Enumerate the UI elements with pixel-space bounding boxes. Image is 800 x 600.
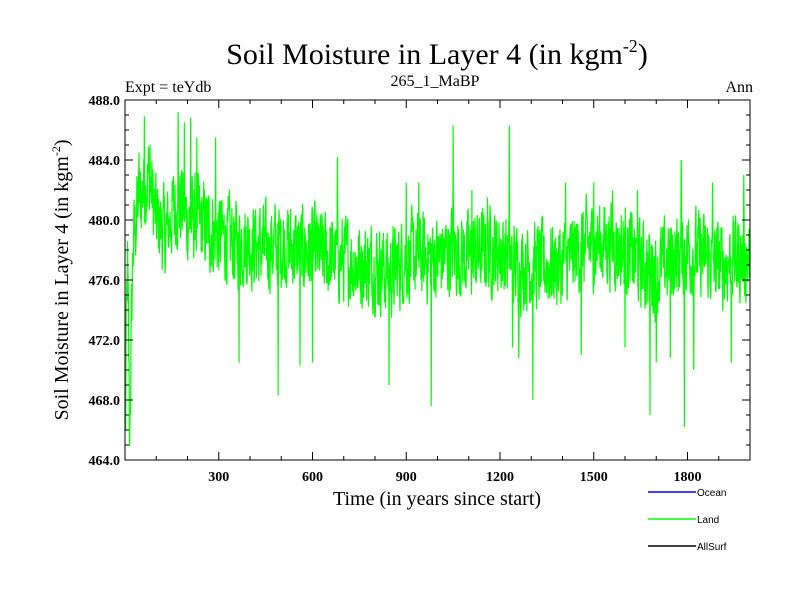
legend-label-land: Land [697,515,719,526]
subtitle-center: 265_1_MaBP [391,73,480,90]
series-line-land [125,111,750,447]
y-tick-label: 480.0 [89,214,121,229]
y-tick-labels: 464.0 468.0 472.0 476.0 480.0 484.0 488.0 [89,94,121,469]
chart-title: Soil Moisture in Layer 4 (in kgm-2) [226,36,648,71]
x-tick-labels: 300 600 900 1200 1500 1800 [208,470,701,485]
x-axis-label: Time (in years since start) [333,488,541,510]
x-tick-label: 300 [208,470,229,485]
subtitle-right: Ann [725,79,753,96]
x-tick-label: 1800 [674,470,702,485]
x-tick-label: 1500 [580,470,608,485]
y-tick-label: 488.0 [89,94,121,109]
y-axis-label-exponent: -2 [49,146,63,156]
y-tick-label: 464.0 [89,454,121,469]
x-tick-label: 900 [396,470,417,485]
chart-title-main: Soil Moisture in Layer 4 (in kgm [226,38,623,71]
y-axis-label-main: Soil Moisture in Layer 4 (in kgm [51,156,73,421]
y-axis-label-suffix: ) [51,139,73,146]
legend-label-allsurf: AllSurf [697,542,727,553]
chart-title-exponent: -2 [623,36,638,56]
chart-title-suffix: ) [638,38,648,71]
y-tick-label: 476.0 [89,274,121,289]
axis-ticks [125,99,750,461]
y-axis-label: Soil Moisture in Layer 4 (in kgm-2) [49,139,73,420]
y-tick-label: 468.0 [89,394,121,409]
y-tick-label: 484.0 [89,154,121,169]
legend: Ocean Land AllSurf [648,488,727,553]
y-tick-label: 472.0 [89,334,121,349]
legend-label-ocean: Ocean [697,488,726,499]
subtitle-left: Expt = teYdb [125,79,211,96]
x-tick-label: 600 [302,470,323,485]
x-tick-label: 1200 [486,470,514,485]
